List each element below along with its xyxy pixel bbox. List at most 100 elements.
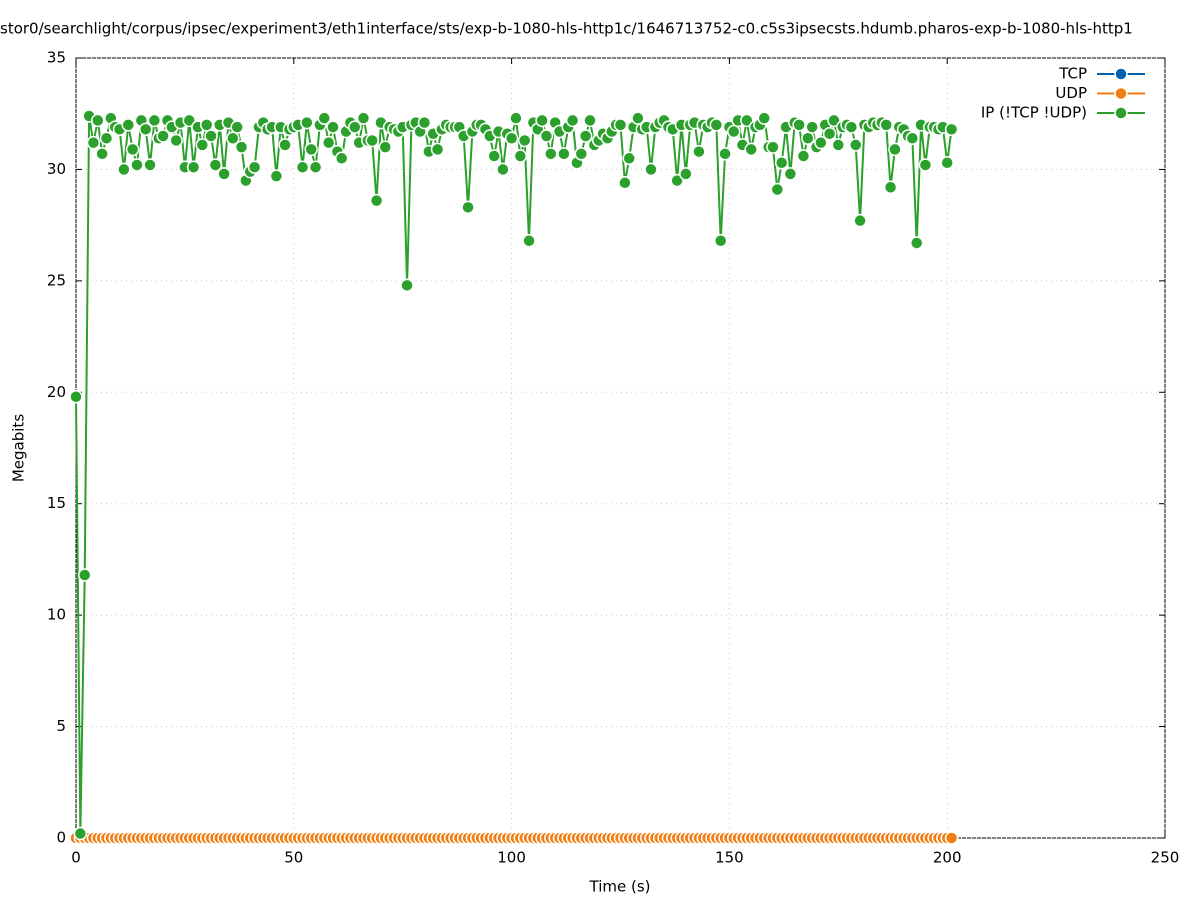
data-point bbox=[831, 138, 846, 152]
data-point bbox=[234, 140, 249, 154]
data-point bbox=[517, 133, 532, 148]
data-point bbox=[613, 118, 628, 132]
data-point bbox=[400, 278, 414, 293]
legend-label: UDP bbox=[1055, 84, 1087, 102]
data-point bbox=[461, 200, 475, 215]
data-point bbox=[496, 162, 510, 177]
legend-label: TCP bbox=[1058, 65, 1087, 83]
data-point bbox=[278, 138, 292, 152]
data-point bbox=[905, 131, 920, 145]
data-point bbox=[618, 176, 632, 190]
data-point bbox=[138, 122, 153, 137]
data-point bbox=[718, 147, 732, 161]
data-point bbox=[565, 113, 580, 128]
data-point bbox=[853, 213, 867, 228]
data-point bbox=[182, 113, 197, 128]
data-point bbox=[805, 120, 819, 134]
legend-marker bbox=[1114, 86, 1128, 101]
data-point bbox=[317, 111, 332, 125]
data-point bbox=[744, 142, 758, 157]
chart-title: stor0/searchlight/corpus/ipsec/experimen… bbox=[0, 20, 1133, 38]
data-point bbox=[770, 182, 785, 197]
data-point bbox=[888, 142, 902, 157]
data-point bbox=[300, 115, 314, 130]
data-point bbox=[247, 160, 262, 174]
y-tick-label: 20 bbox=[47, 383, 66, 401]
data-point bbox=[774, 155, 789, 170]
data-point bbox=[792, 118, 806, 132]
data-point bbox=[326, 120, 340, 134]
data-point bbox=[86, 135, 101, 150]
y-tick-label: 30 bbox=[47, 160, 66, 178]
data-point bbox=[783, 167, 798, 181]
data-point bbox=[740, 113, 754, 128]
data-point bbox=[91, 113, 105, 128]
data-point bbox=[679, 167, 693, 181]
data-point bbox=[295, 160, 310, 174]
data-point bbox=[73, 826, 88, 841]
x-tick-label: 0 bbox=[71, 849, 81, 867]
data-point bbox=[69, 389, 83, 404]
legend-marker bbox=[1114, 106, 1128, 120]
legend-marker bbox=[1114, 67, 1128, 81]
data-point bbox=[844, 120, 859, 134]
data-point bbox=[814, 135, 828, 150]
y-tick-label: 10 bbox=[47, 606, 66, 624]
data-point bbox=[535, 113, 549, 128]
data-point bbox=[430, 142, 445, 157]
data-point bbox=[356, 111, 371, 125]
data-point bbox=[199, 118, 214, 132]
data-point bbox=[269, 169, 284, 183]
y-axis-label: Megabits bbox=[10, 414, 28, 482]
data-point bbox=[204, 129, 218, 143]
data-point bbox=[670, 173, 684, 188]
x-axis-label: Time (s) bbox=[589, 878, 651, 896]
data-point bbox=[369, 193, 384, 208]
y-tick-label: 5 bbox=[56, 717, 66, 735]
data-point bbox=[727, 124, 741, 139]
data-point bbox=[879, 118, 893, 132]
data-point bbox=[378, 140, 393, 154]
series-line bbox=[75, 115, 953, 834]
data-point bbox=[143, 158, 157, 172]
data-point bbox=[130, 158, 144, 172]
data-point bbox=[848, 138, 863, 152]
data-point bbox=[940, 155, 954, 170]
data-point bbox=[321, 135, 336, 150]
data-point bbox=[156, 129, 170, 143]
data-point bbox=[308, 160, 323, 174]
data-point bbox=[186, 160, 201, 174]
data-point bbox=[766, 140, 780, 154]
y-tick-label: 35 bbox=[47, 49, 66, 67]
data-point bbox=[125, 142, 140, 157]
data-point bbox=[692, 144, 706, 159]
data-point bbox=[883, 180, 898, 195]
data-point bbox=[796, 149, 811, 163]
data-point bbox=[522, 233, 536, 248]
data-point bbox=[574, 147, 589, 161]
data-point bbox=[509, 111, 523, 125]
data-point bbox=[504, 131, 519, 145]
x-tick-label: 100 bbox=[497, 849, 526, 867]
data-point bbox=[77, 568, 92, 582]
data-point bbox=[557, 147, 571, 161]
data-point bbox=[918, 158, 933, 172]
y-tick-label: 25 bbox=[47, 271, 66, 289]
data-point bbox=[95, 147, 109, 161]
data-point bbox=[117, 162, 131, 177]
data-point bbox=[944, 122, 959, 137]
x-tick-label: 250 bbox=[1151, 849, 1180, 867]
data-point bbox=[208, 158, 223, 172]
data-point bbox=[644, 162, 658, 177]
data-point bbox=[121, 118, 136, 132]
data-point bbox=[195, 138, 210, 152]
data-point bbox=[944, 831, 959, 845]
data-point bbox=[365, 133, 379, 148]
data-point bbox=[583, 113, 597, 128]
data-point bbox=[417, 115, 432, 130]
data-point bbox=[757, 111, 771, 125]
data-point bbox=[539, 129, 554, 143]
data-point bbox=[709, 118, 724, 132]
data-point bbox=[827, 113, 841, 128]
